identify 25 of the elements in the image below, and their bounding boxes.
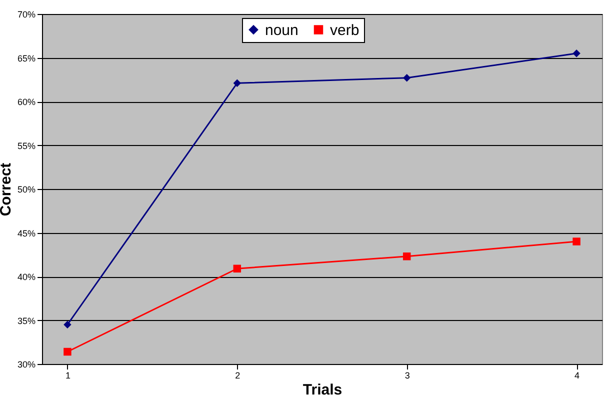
point xyxy=(572,238,580,246)
x-tick-label: 2 xyxy=(235,370,240,380)
y-tick-label: 45% xyxy=(17,228,36,238)
y-tick-label: 65% xyxy=(17,53,36,64)
point xyxy=(572,50,580,58)
y-tick-label: 40% xyxy=(17,272,36,282)
x-tick-label: 1 xyxy=(65,370,70,380)
point xyxy=(402,74,411,82)
point xyxy=(64,348,72,356)
x-tick-label: 3 xyxy=(404,370,410,380)
y-tick-label: 55% xyxy=(17,140,36,151)
legend-label: verb xyxy=(330,22,360,39)
legend-label: noun xyxy=(265,22,298,39)
x-tick-label: 4 xyxy=(574,370,580,380)
point xyxy=(233,264,242,272)
y-tick-label: 60% xyxy=(17,97,36,107)
y-tick-label: 70% xyxy=(17,10,36,20)
y-tick-label: 50% xyxy=(17,184,36,194)
y-axis-title: Correct xyxy=(0,162,14,216)
y-tick-label: 35% xyxy=(17,316,36,326)
point xyxy=(233,79,242,87)
point xyxy=(402,252,411,260)
y-tick-label: 30% xyxy=(17,360,36,370)
x-axis-title: Trials xyxy=(302,382,342,398)
point xyxy=(64,320,72,328)
